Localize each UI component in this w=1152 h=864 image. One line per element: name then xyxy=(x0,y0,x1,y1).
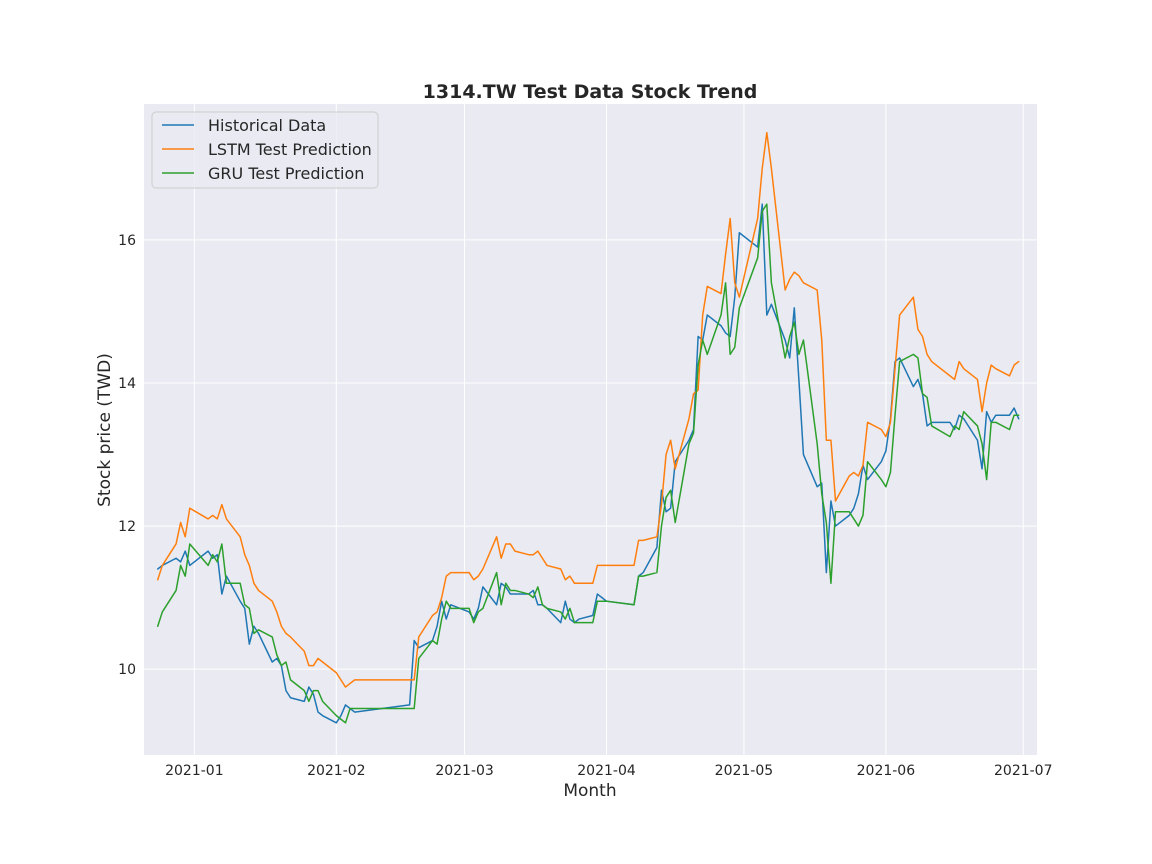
y-axis-label: Stock price (TWD) xyxy=(95,353,115,507)
x-tick-label: 2021-01 xyxy=(165,763,224,779)
x-tick-label: 2021-03 xyxy=(435,763,494,779)
x-tick-label: 2021-07 xyxy=(994,763,1053,779)
legend-label-gru: GRU Test Prediction xyxy=(208,164,364,183)
series-line-historical-data xyxy=(156,203,1020,724)
y-tick-label: 14 xyxy=(118,376,136,392)
x-tick-label: 2021-05 xyxy=(715,763,774,779)
tick-labels: 2021-01 2021-02 2021-03 2021-04 2021-05 2021-… xyxy=(118,233,1052,779)
y-tick-label: 12 xyxy=(118,519,136,535)
legend-box xyxy=(151,111,379,189)
series-line-lstm-test-prediction xyxy=(156,131,1020,688)
legend: Historical Data LSTM Test Prediction GRU… xyxy=(151,111,379,189)
legend-entry-historical: Historical Data xyxy=(162,116,326,135)
x-tick-label: 2021-06 xyxy=(857,763,916,779)
chart-title: 1314.TW Test Data Stock Trend xyxy=(423,81,758,103)
x-tick-label: 2021-02 xyxy=(307,763,366,779)
y-tick-label: 16 xyxy=(118,233,136,249)
y-tick-label: 10 xyxy=(118,662,136,678)
legend-label-historical: Historical Data xyxy=(208,116,326,135)
legend-entry-lstm: LSTM Test Prediction xyxy=(162,140,372,159)
grid-lines xyxy=(144,104,1037,755)
series-line-gru-test-prediction xyxy=(156,203,1020,724)
series-lines xyxy=(156,131,1020,724)
legend-entry-gru: GRU Test Prediction xyxy=(162,164,364,183)
legend-label-lstm: LSTM Test Prediction xyxy=(208,140,372,159)
x-axis-label: Month xyxy=(563,781,616,801)
x-tick-label: 2021-04 xyxy=(577,763,636,779)
